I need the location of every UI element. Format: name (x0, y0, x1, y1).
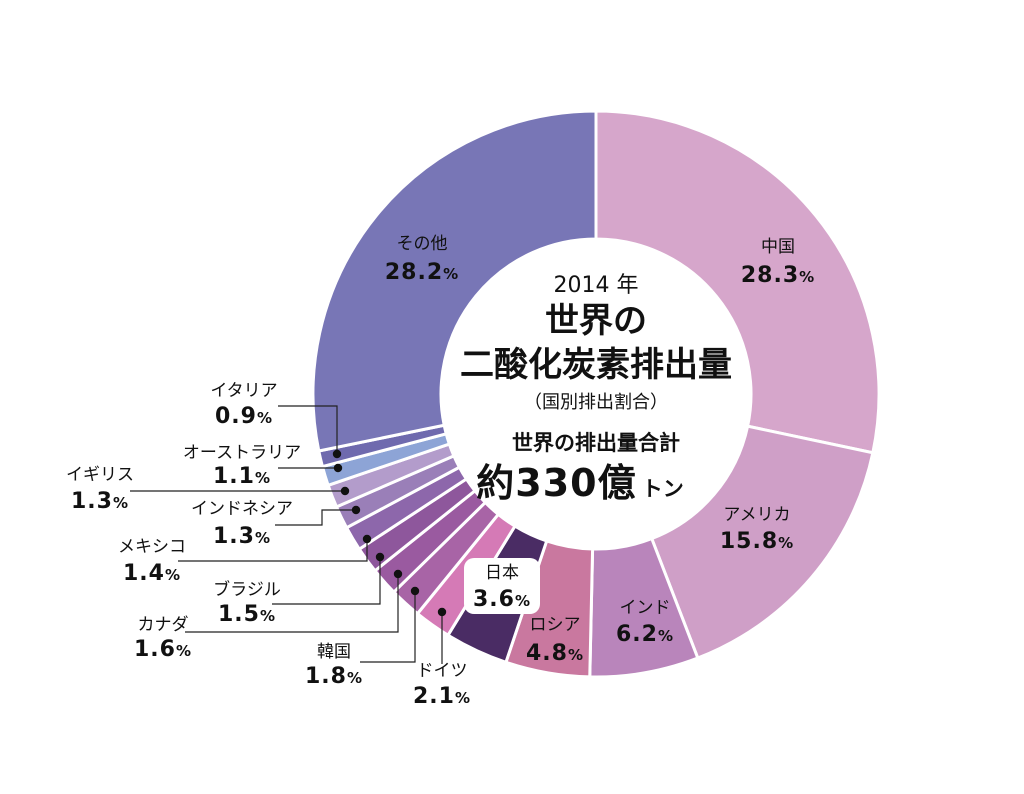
slice-label-name-9: メキシコ (118, 537, 186, 557)
leader-dot-6 (410, 586, 420, 596)
leader-dot-5 (437, 607, 447, 617)
slice-label-value-1: 15.8% (720, 529, 794, 554)
center-title-line1: 世界の (545, 301, 647, 341)
leader-line-7 (185, 574, 399, 633)
leader-line-9 (178, 539, 368, 562)
slice-label-value-9: 1.4% (123, 561, 181, 586)
slice-labels: 中国 28.3% アメリカ 15.8% インド 6.2% ロシア 4.8% 日本 3.6% ドイツ 2… (66, 234, 815, 709)
center-text: 2014 年 世界の 二酸化炭素排出量 （国別排出割合） 世界の排出量合計 約3… (460, 273, 732, 505)
leader-line-13 (278, 405, 338, 454)
slice-label-value-3: 4.8% (526, 641, 584, 666)
slice-label-value-10: 1.3% (213, 524, 271, 549)
leader-lines (130, 405, 447, 664)
slice-label-value-14: 28.2% (385, 260, 459, 285)
leader-dot-12 (333, 463, 343, 473)
leader-dot-10 (351, 505, 361, 515)
center-year: 2014 年 (554, 273, 639, 298)
slice-label-value-12: 1.1% (213, 464, 271, 489)
center-total-value: 約330億 (476, 461, 636, 505)
leader-line-10 (275, 509, 356, 526)
slice-label-value-5: 2.1% (413, 684, 471, 709)
slice-label-name-3: ロシア (530, 615, 581, 635)
slice-label-value-6: 1.8% (305, 664, 363, 689)
leader-dot-8 (375, 552, 385, 562)
leader-line-6 (360, 591, 416, 663)
leader-dot-9 (362, 534, 372, 544)
center-total-unit: トン (642, 477, 684, 501)
slice-0 (594, 109, 881, 455)
slice-label-name-13: イタリア (210, 381, 277, 401)
leader-dot-7 (393, 569, 403, 579)
leader-dot-11 (340, 486, 350, 496)
slice-label-value-2: 6.2% (616, 622, 674, 647)
slice-label-name-12: オーストラリア (183, 443, 301, 463)
center-total-label: 世界の排出量合計 (512, 431, 680, 455)
donut-slices (311, 109, 881, 679)
slice-label-name-5: ドイツ (417, 661, 468, 681)
slice-label-name-1: アメリカ (723, 505, 790, 525)
slice-label-name-0: 中国 (761, 237, 795, 257)
leader-dot-13 (332, 449, 342, 459)
slice-14 (311, 109, 598, 453)
leader-line-8 (272, 557, 381, 605)
slice-label-name-10: インドネシア (191, 499, 293, 519)
slice-label-value-11: 1.3% (71, 489, 129, 514)
slice-1 (649, 424, 875, 660)
slice-label-value-8: 1.5% (218, 602, 276, 627)
center-subtitle: （国別排出割合） (524, 392, 668, 413)
slice-label-name-6: 韓国 (317, 642, 351, 662)
center-title-line2: 二酸化炭素排出量 (460, 345, 732, 385)
slice-label-name-7: カナダ (138, 615, 189, 635)
center-total: 約330億 トン (476, 461, 683, 505)
japan-label-badge (464, 558, 540, 614)
slice-label-name-14: その他 (397, 234, 448, 254)
slice-label-value-7: 1.6% (134, 637, 192, 662)
slice-label-name-11: イギリス (66, 465, 134, 485)
slice-label-name-2: インド (620, 598, 671, 618)
slice-label-name-4: 日本 (485, 563, 519, 583)
slice-label-value-4: 3.6% (473, 587, 531, 612)
slice-label-name-8: ブラジル (213, 579, 281, 600)
slice-label-value-0: 28.3% (741, 263, 815, 288)
slice-label-value-13: 0.9% (215, 404, 273, 429)
